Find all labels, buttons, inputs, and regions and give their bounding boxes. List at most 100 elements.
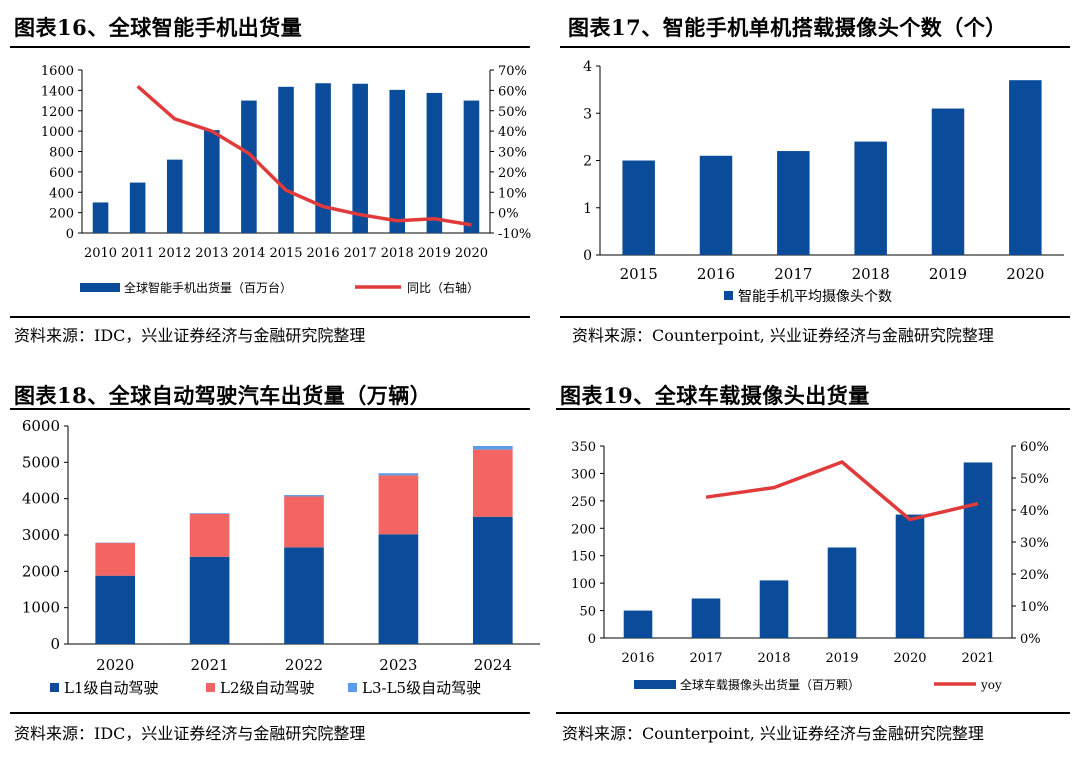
bar-l1 [378,534,419,644]
bar-l2 [378,475,419,535]
y2-tick-label: 10% [498,186,527,201]
legend-swatch [724,291,733,300]
x-tick-label: 2024 [474,656,512,674]
y-tick-label: 4 [583,59,592,75]
bar-l1 [189,556,230,644]
y-tick-label: 1200 [41,105,74,120]
y2-tick-label: 20% [498,166,527,181]
bar-l2 [472,449,513,517]
bar [204,130,220,233]
y-tick-label: 3000 [22,526,60,544]
y-tick-label: 100 [571,577,596,592]
y-tick-label: 4000 [22,490,60,508]
x-tick-label: 2017 [774,265,812,283]
legend-label: 全球智能手机出货量（百万台） [124,280,292,295]
x-tick-label: 2012 [158,246,191,261]
chart17-title: 图表17、智能手机单机搭载摄像头个数（个） [568,15,1007,40]
x-tick-label: 2014 [232,246,265,261]
x-tick-label: 2021 [961,651,994,666]
y2-tick-label: -10% [498,227,531,242]
y2-tick-label: 50% [1020,472,1049,487]
bar [622,160,655,255]
y-tick-label: 0 [583,248,592,264]
y2-tick-label: 0% [498,207,519,222]
y-tick-label: 200 [571,522,596,537]
chart17-source: 资料来源：Counterpoint, 兴业证券经济与金融研究院整理 [572,326,994,345]
y-tick-label: 0 [50,635,60,653]
chart16-bottom-rule [10,316,530,318]
bar [931,108,965,256]
y2-tick-label: 50% [498,105,527,120]
legend-label: L1级自动驾驶 [64,679,159,697]
x-tick-label: 2017 [689,651,722,666]
legend-swatch [634,680,676,689]
legend-label: 智能手机平均摄像头个数 [738,289,892,305]
chart19-source: 资料来源：Counterpoint, 兴业证券经济与金融研究院整理 [562,724,984,743]
bar [759,580,789,638]
bar [352,83,368,233]
chart16-source: 资料来源：IDC，兴业证券经济与金融研究院整理 [14,326,366,345]
y2-tick-label: 30% [1020,536,1049,551]
y2-tick-label: 10% [1020,600,1049,615]
bar [699,155,733,255]
legend-label: 同比（右轴） [407,280,479,295]
bar [777,151,810,255]
x-tick-label: 2010 [84,246,117,261]
bar [241,100,257,233]
bar [315,83,331,234]
legend-swatch [206,683,215,692]
y-tick-label: 3 [583,106,592,122]
legend-swatch [348,683,357,692]
bar-l1 [95,575,136,644]
bar [278,86,294,233]
bar [827,547,857,638]
x-tick-label: 2019 [418,246,451,261]
y-tick-label: 6000 [22,417,60,435]
x-tick-label: 2015 [269,246,302,261]
chart18-bottom-rule [10,712,530,714]
x-tick-label: 2023 [379,656,417,674]
y-tick-label: 1000 [22,599,60,617]
chart16-smartphone-shipments: 0 200 400 600 800 1000 1200 1400 1600 -10% 0% 10% 20… [41,64,531,295]
x-tick-label: 2022 [285,656,323,674]
bar [92,202,109,233]
y-tick-label: 200 [49,207,74,222]
bar-l2 [189,513,230,557]
x-tick-label: 2019 [825,651,858,666]
chart18-autonomous-vehicles: 0 1000 2000 3000 4000 5000 6000 2020 2021 2022 202… [22,417,540,697]
y-tick-label: 250 [571,495,596,510]
chart17-top-rule [560,46,1070,48]
y-tick-label: 400 [49,186,74,201]
x-tick-label: 2020 [96,656,134,674]
y-tick-label: 0 [66,227,74,242]
x-tick-label: 2019 [929,265,967,283]
x-tick-label: 2017 [344,246,377,261]
x-tick-label: 2015 [620,265,658,283]
x-tick-label: 2013 [195,246,228,261]
x-tick-label: 2016 [621,651,654,666]
chart19-bottom-rule [556,712,1070,714]
y-tick-label: 2 [583,154,592,170]
bar [1009,80,1042,255]
y2-tick-label: 20% [1020,568,1049,583]
bar-l1 [472,516,513,644]
bar-l3-l5 [284,495,324,497]
yoy-line [705,460,979,522]
y2-tick-label: 40% [1020,504,1049,519]
bar [426,92,443,233]
bar [854,141,887,255]
chart19-top-rule [556,408,1070,410]
legend-label: L3-L5级自动驾驶 [362,679,481,697]
y2-tick-label: 60% [498,84,527,99]
chart16-top-rule [10,46,530,48]
chart17-camera-count: 0 1 2 3 4 2015 2016 2017 2018 2019 2020 智能手机平均摄像头个数 [583,59,1064,305]
y-tick-label: 300 [571,467,596,482]
legend-swatch [80,283,120,292]
bar-l2 [284,496,324,548]
chart16-title: 图表16、全球智能手机出货量 [14,15,303,40]
bar [623,610,653,638]
y-tick-label: 5000 [22,453,60,471]
yoy-line [136,84,472,227]
chart18-title: 图表18、全球自动驾驶汽车出货量（万辆） [14,383,432,408]
bar-l3-l5 [472,445,513,450]
